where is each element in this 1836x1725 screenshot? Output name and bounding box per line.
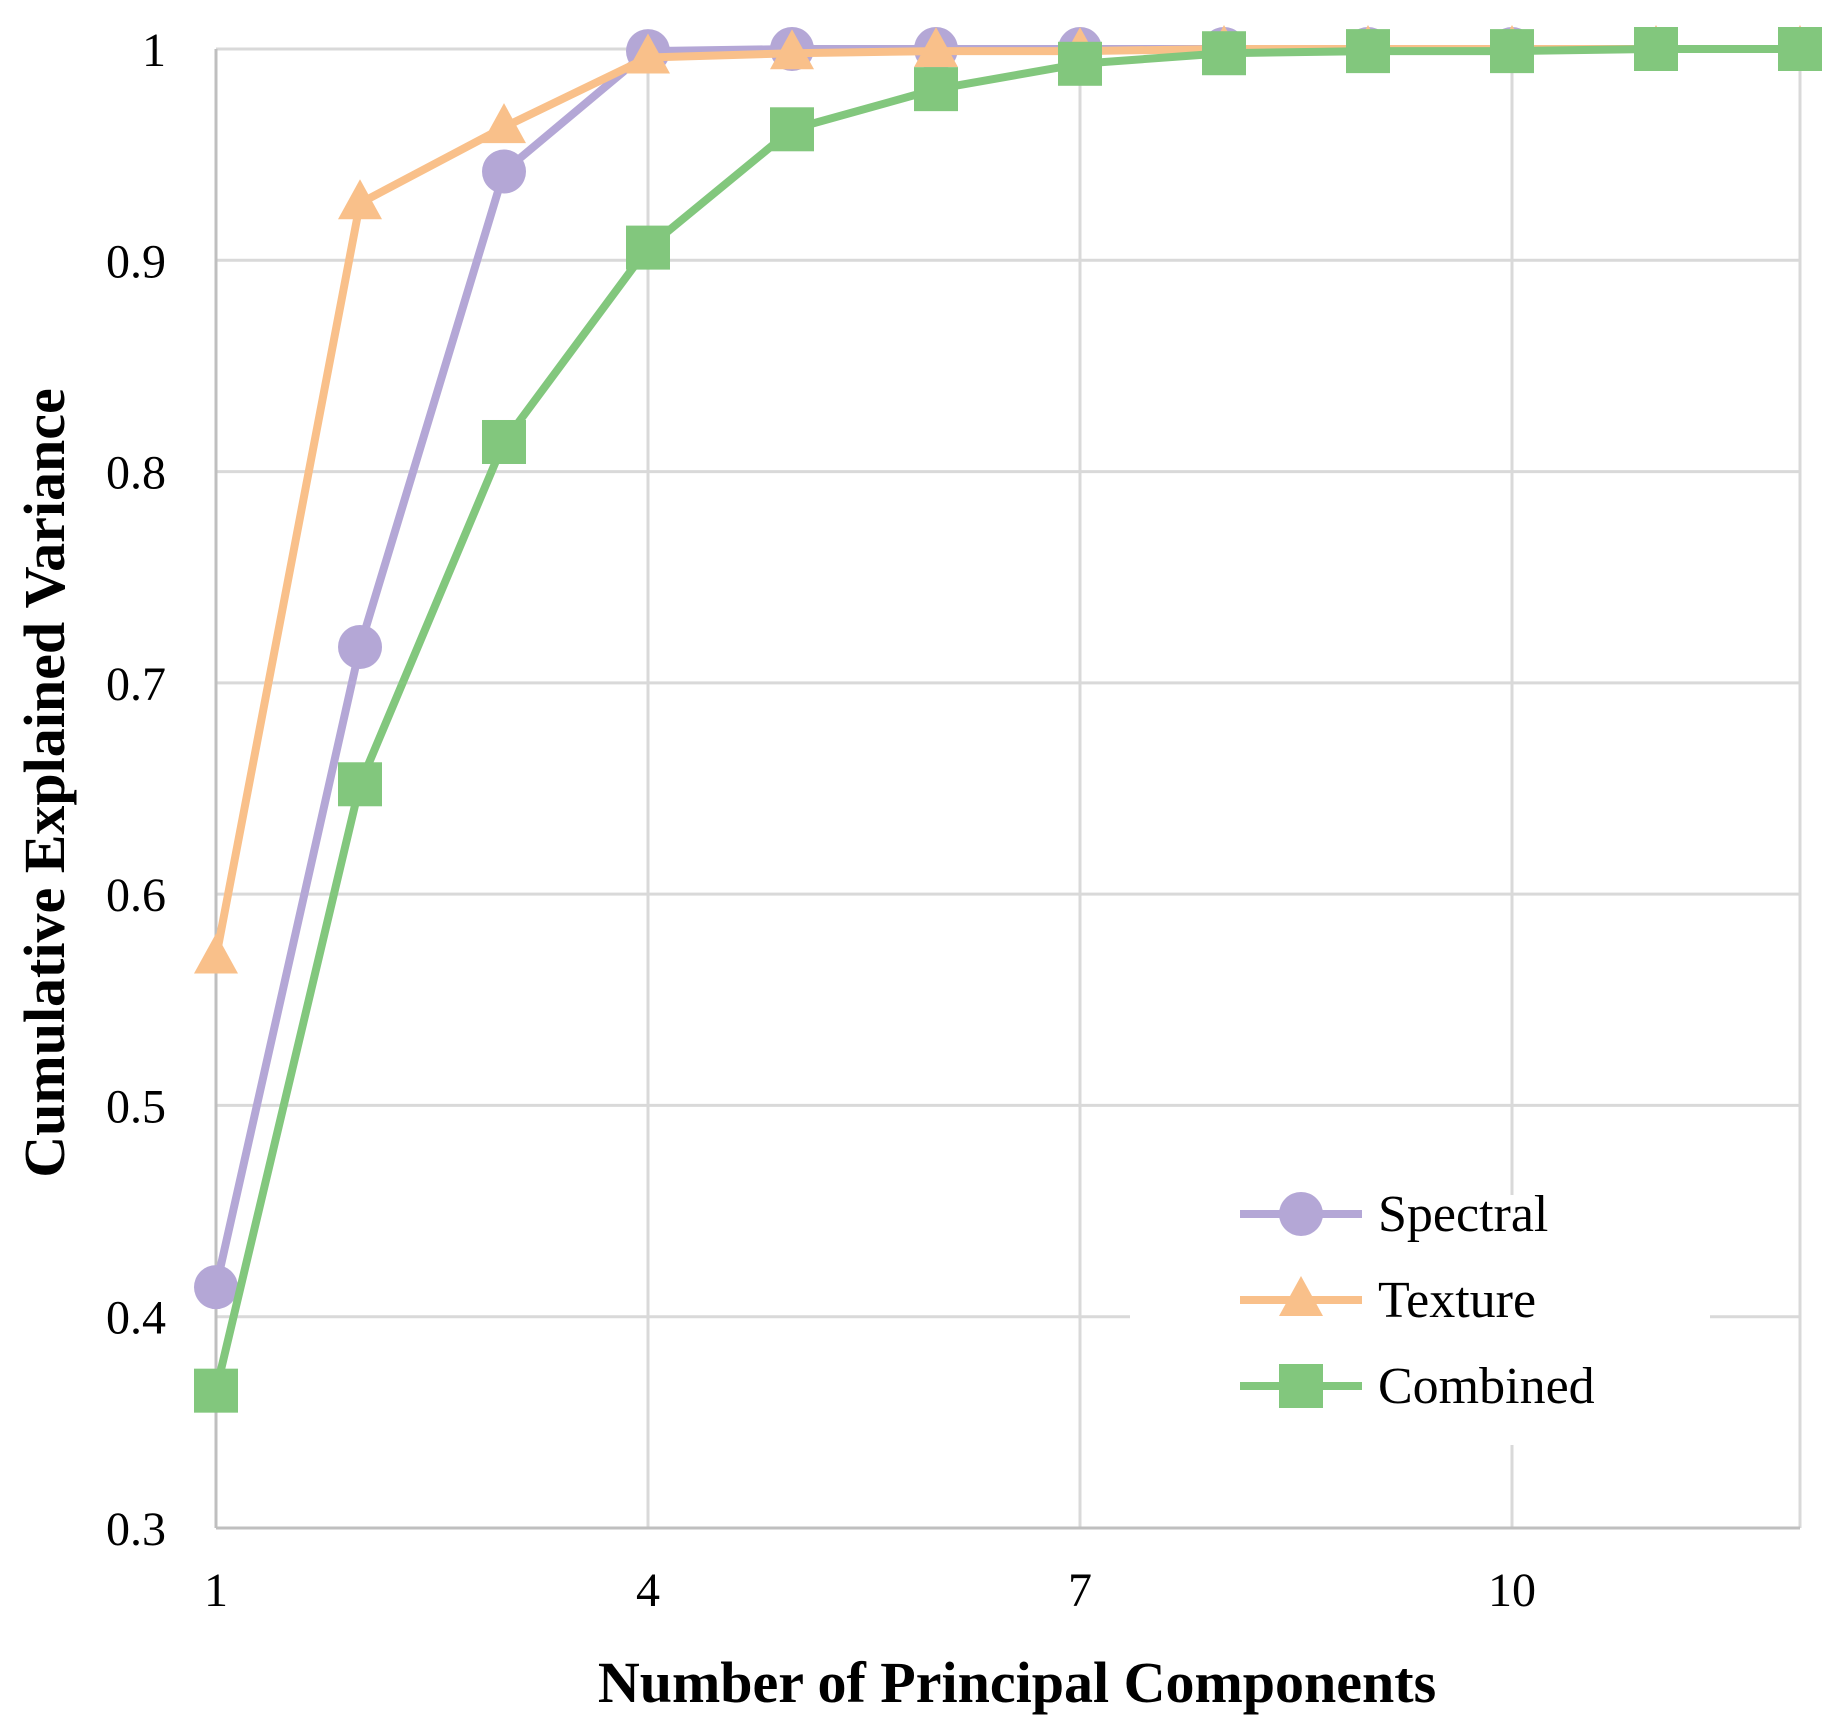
data-point-combined — [914, 67, 958, 112]
data-point-texture — [770, 29, 814, 70]
legend: Spectral Texture Combined — [1240, 1186, 1595, 1415]
data-point-combined — [338, 762, 382, 807]
legend-label: Texture — [1378, 1272, 1536, 1329]
series-line-combined — [212, 45, 1800, 1392]
data-point-spectral — [338, 624, 382, 669]
y-tick-label: 0.9 — [106, 235, 166, 288]
data-point-texture — [626, 33, 670, 74]
data-point-texture — [482, 103, 526, 144]
legend-item-texture: Texture — [1240, 1272, 1536, 1329]
data-point-combined — [194, 1368, 238, 1413]
series-combined — [194, 27, 1822, 1413]
legend-item-combined: Combined — [1240, 1358, 1595, 1415]
legend-label: Spectral — [1378, 1186, 1548, 1243]
x-tick-label: 4 — [636, 1564, 660, 1617]
x-tick-label: 7 — [1068, 1564, 1092, 1617]
y-tick-label: 0.3 — [106, 1503, 166, 1556]
data-point-combined — [482, 419, 526, 464]
grid-lines — [214, 47, 1802, 1530]
x-axis-title: Number of Principal Components — [598, 1650, 1436, 1715]
data-point-texture — [914, 27, 958, 68]
data-point-spectral — [482, 149, 526, 194]
data-point-combined — [1490, 29, 1534, 74]
legend-label: Combined — [1378, 1358, 1595, 1415]
data-point-combined — [1202, 31, 1246, 76]
data-point-texture — [338, 179, 382, 220]
legend-marker-spectral — [1279, 1192, 1323, 1236]
y-tick-label: 0.4 — [106, 1292, 166, 1345]
y-tick-label: 1 — [142, 24, 166, 77]
tick-labels: 0.3 0.4 0.5 0.6 0.7 0.8 0.9 1 1 4 7 10 — [106, 24, 1536, 1617]
x-tick-label: 1 — [204, 1564, 228, 1617]
y-tick-label: 0.8 — [106, 447, 166, 500]
legend-marker-texture — [1279, 1276, 1323, 1316]
data-point-combined — [1634, 27, 1678, 71]
legend-background — [1130, 1195, 1710, 1445]
data-point-combined — [1346, 29, 1390, 74]
data-point-combined — [1778, 27, 1822, 71]
data-point-spectral — [194, 1265, 238, 1310]
legend-item-spectral: Spectral — [1240, 1186, 1548, 1243]
data-point-texture — [194, 933, 238, 974]
y-tick-label: 0.5 — [106, 1080, 166, 1133]
legend-marker-combined — [1279, 1364, 1323, 1408]
y-tick-label: 0.6 — [106, 869, 166, 922]
data-point-combined — [1058, 41, 1102, 86]
data-point-combined — [626, 225, 670, 270]
data-point-combined — [770, 107, 814, 152]
y-axis-title: Cumulative Explained Variance — [12, 388, 77, 1178]
x-tick-label: 10 — [1488, 1564, 1536, 1617]
y-tick-label: 0.7 — [106, 658, 166, 711]
data-series — [194, 25, 1822, 1413]
